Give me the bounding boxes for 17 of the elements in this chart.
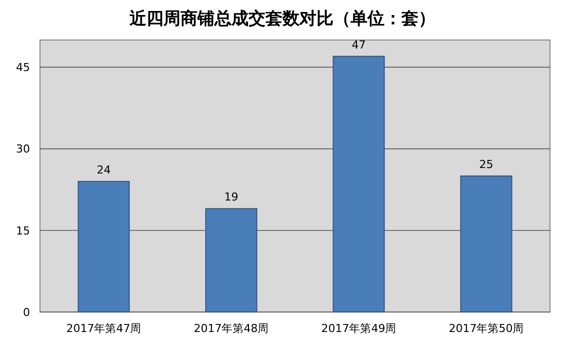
- bar: [332, 56, 385, 312]
- chart-title: 近四周商铺总成交套数对比（单位：套）: [128, 9, 436, 29]
- x-tick-label: 2017年第47周: [66, 322, 142, 335]
- bar: [78, 180, 130, 312]
- x-tick-label: 2017年第49周: [321, 322, 396, 335]
- x-tick-label: 2017年第50周: [448, 322, 524, 335]
- data-label: 24: [96, 163, 111, 176]
- y-tick-label: 15: [16, 224, 30, 238]
- data-label: 19: [224, 190, 238, 204]
- y-tick-label: 0: [23, 306, 30, 319]
- x-tick-label: 2017年第48周: [194, 322, 269, 335]
- bar: [460, 176, 512, 312]
- y-tick-label: 45: [16, 61, 30, 74]
- data-label: 25: [479, 158, 494, 171]
- bar: [205, 208, 258, 312]
- data-label: 47: [352, 38, 366, 52]
- y-tick-label: 30: [16, 142, 30, 156]
